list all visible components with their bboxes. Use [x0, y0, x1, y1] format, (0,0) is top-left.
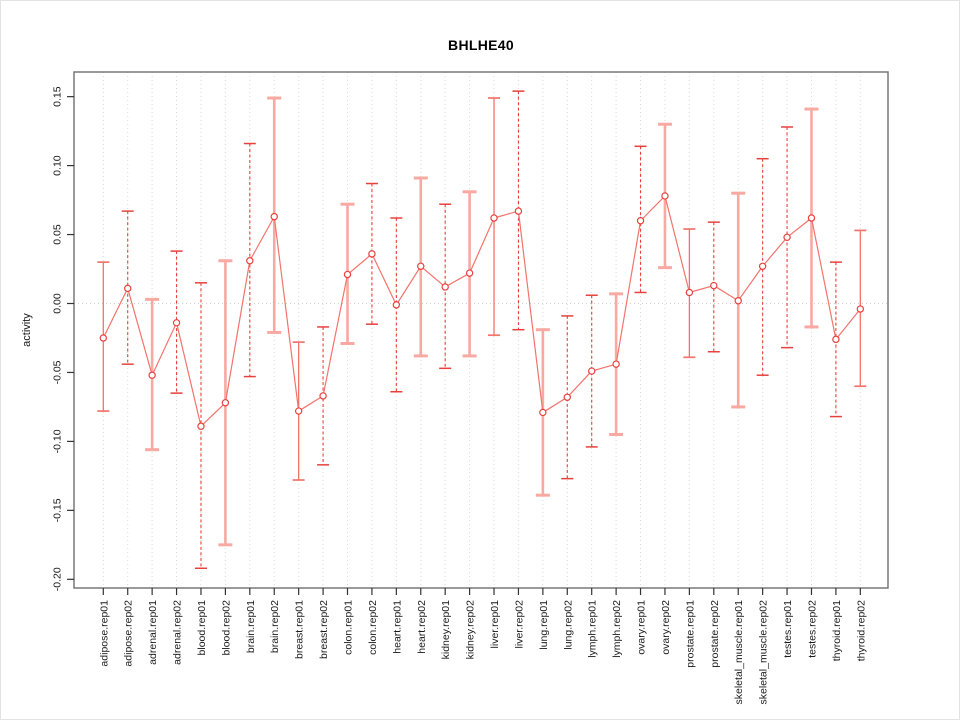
data-point	[270, 212, 278, 221]
x-tick-label: thyroid.rep02	[855, 600, 867, 661]
x-tick-label: blood.rep01	[196, 600, 208, 656]
data-point	[319, 392, 327, 400]
x-tick-label: breast.rep02	[318, 600, 330, 659]
data-point	[490, 214, 498, 222]
x-tick-label: brain.rep01	[245, 600, 257, 653]
data-point	[246, 257, 254, 265]
data-point	[368, 250, 376, 258]
data-point	[441, 283, 449, 291]
data-point	[588, 367, 596, 375]
data-point	[294, 407, 303, 415]
data-point	[392, 301, 401, 309]
data-point	[417, 262, 425, 270]
x-tick-label: lung.rep02	[562, 600, 574, 650]
data-point	[807, 214, 816, 222]
x-tick-label: liver.rep02	[513, 600, 525, 649]
y-tick-label: 0.00	[52, 293, 64, 314]
x-tick-label: testes.rep02	[806, 600, 818, 658]
data-point	[856, 305, 865, 313]
x-tick-label: prostate.rep02	[709, 600, 721, 668]
data-point	[465, 269, 474, 277]
x-tick-label: colon.rep01	[343, 600, 355, 655]
series-line	[102, 194, 861, 428]
x-tick-label: lymph.rep01	[587, 600, 599, 658]
x-tick-label: thyroid.rep01	[831, 600, 843, 661]
x-tick-label: skeletal_muscle.rep02	[758, 600, 770, 705]
data-point	[563, 393, 571, 401]
x-tick-label: testes.rep01	[782, 600, 794, 658]
chart-title: BHLHE40	[448, 37, 514, 53]
data-point	[148, 371, 156, 379]
y-tick-label: -0.10	[52, 429, 64, 453]
data-point	[514, 207, 523, 215]
x-tick-label: kidney.rep01	[440, 600, 452, 660]
plot-frame	[73, 71, 889, 589]
y-tick-label: 0.10	[52, 155, 64, 176]
y-tick-label: -0.20	[52, 567, 64, 591]
data-point	[685, 288, 694, 297]
data-point	[343, 270, 352, 279]
data-point	[197, 422, 205, 430]
x-tick-label: heart.rep02	[416, 600, 428, 654]
data-point	[221, 399, 230, 407]
data-point	[539, 408, 547, 417]
data-point	[734, 297, 742, 305]
y-tick-label: 0.15	[52, 86, 64, 107]
y-axis-title: activity	[21, 313, 33, 347]
x-tick-label: kidney.rep02	[465, 600, 477, 660]
x-tick-label: adipose.rep02	[123, 600, 135, 667]
data-point	[832, 335, 840, 344]
x-tick-label: lung.rep01	[538, 600, 550, 650]
data-point	[636, 217, 645, 225]
data-point	[612, 360, 620, 368]
data-point	[758, 262, 767, 270]
x-tick-label: skeletal_muscle.rep01	[733, 600, 745, 705]
x-tick-label: heart.rep01	[391, 600, 403, 654]
x-tick-label: prostate.rep01	[684, 600, 696, 668]
x-tick-label: ovary.rep02	[660, 600, 672, 655]
y-tick-label: -0.15	[51, 498, 63, 522]
data-point	[710, 281, 718, 290]
data-point	[783, 233, 791, 242]
x-tick-label: adipose.rep01	[98, 600, 110, 667]
x-tick-label: liver.rep01	[489, 600, 501, 649]
x-tick-label: adrenal.rep02	[172, 600, 184, 665]
x-tick-label: blood.rep02	[220, 600, 232, 656]
data-point	[124, 284, 132, 293]
data-point	[172, 319, 181, 327]
y-tick-label: -0.05	[52, 360, 64, 384]
x-tick-label: colon.rep02	[367, 600, 379, 655]
data-point	[661, 192, 669, 200]
x-tick-label: breast.rep01	[294, 600, 306, 659]
x-tick-label: lymph.rep02	[611, 600, 623, 658]
x-tick-label: brain.rep02	[269, 600, 281, 653]
y-tick-label: 0.05	[52, 224, 64, 245]
data-point	[99, 334, 108, 342]
x-tick-label: ovary.rep01	[636, 600, 648, 655]
x-tick-label: adrenal.rep01	[147, 600, 159, 665]
